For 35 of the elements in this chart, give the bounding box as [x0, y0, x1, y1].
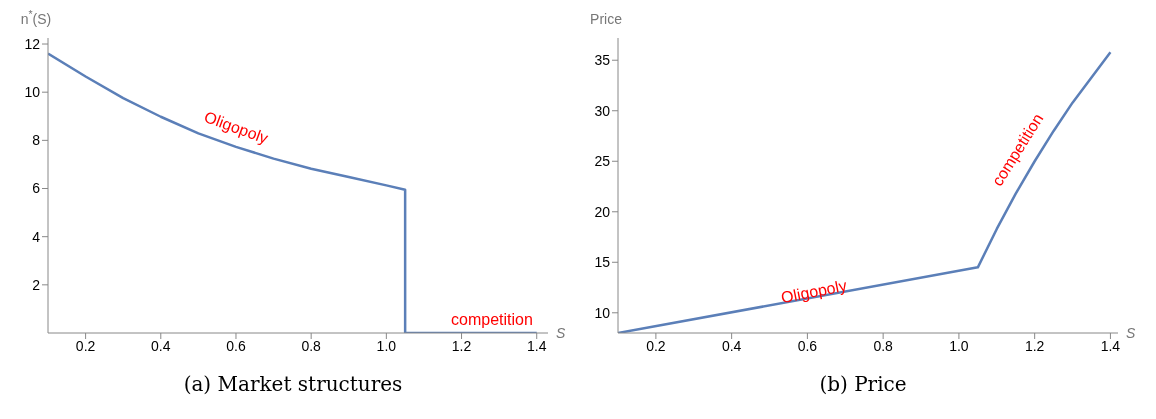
y-tick-label: 4 — [32, 228, 41, 245]
x-tick-label: 0.2 — [646, 337, 666, 354]
y-tick-label: 12 — [24, 35, 41, 52]
y-tick-label: 25 — [594, 153, 611, 170]
x-tick-label: 1.0 — [376, 337, 397, 354]
x-tick-label: 1.4 — [526, 337, 547, 354]
x-tick-label: 1.0 — [949, 337, 969, 354]
x-axis-title: S — [556, 325, 566, 341]
y-tick-label: 2 — [32, 276, 41, 293]
y-axis-title: Price — [590, 11, 623, 27]
y-tick-label: 10 — [594, 304, 611, 321]
y-tick-label: 10 — [24, 84, 41, 101]
y-axis-title: n$^{*}$(S) — [20, 8, 52, 27]
x-tick-label: 0.4 — [151, 337, 171, 354]
text: (b) Price — [819, 372, 907, 396]
line-series — [618, 50, 1112, 333]
y-tick-label: 8 — [32, 132, 41, 149]
x-tick-label: 0.6 — [226, 337, 246, 354]
text: (a) Market structures — [183, 372, 403, 396]
x-tick-label: 1.2 — [1024, 337, 1045, 354]
annotation: competition — [451, 311, 533, 329]
x-tick-label: 0.4 — [721, 337, 742, 354]
x-tick-label: 1.4 — [1100, 337, 1121, 354]
y-tick-label: 35 — [594, 52, 611, 69]
x-tick-label: 0.8 — [873, 337, 894, 354]
x-tick-label: 0.2 — [75, 337, 96, 354]
y-tick-label: 15 — [594, 254, 611, 271]
annotation: Oligopoly — [779, 276, 849, 308]
x-tick-label: 0.6 — [797, 337, 818, 354]
x-tick-label: 1.2 — [451, 337, 472, 354]
x-axis-title: S — [1126, 325, 1136, 341]
y-tick-label: 30 — [594, 102, 611, 119]
x-tick-label: 0.8 — [301, 337, 322, 354]
y-tick-label: 20 — [594, 203, 611, 220]
y-tick-label: 6 — [32, 180, 41, 197]
